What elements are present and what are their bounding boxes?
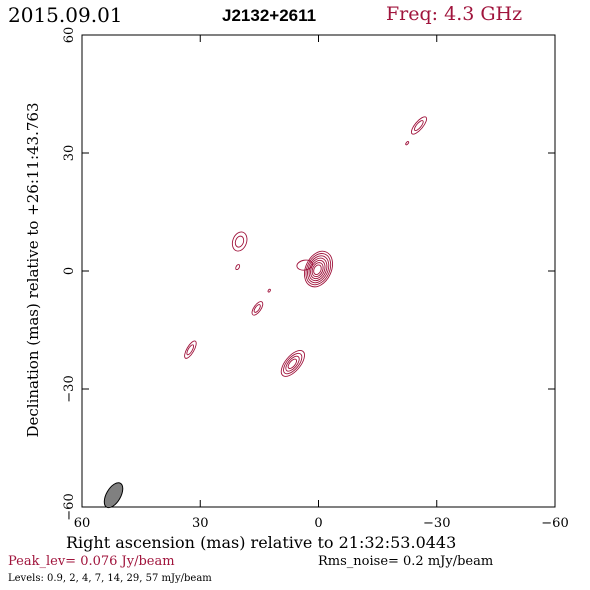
x-tick-label: −60 — [541, 516, 568, 531]
axis-tick-labels: 60 30 0 −30 −60 −60 −30 0 30 60 — [62, 27, 569, 531]
component-knot — [235, 264, 241, 271]
x-tick-label: 0 — [314, 516, 322, 531]
contour-line — [405, 141, 410, 146]
observation-date: 2015.09.01 — [8, 3, 123, 27]
contour-line — [234, 235, 245, 248]
contours — [184, 116, 428, 377]
contour-line — [308, 257, 328, 282]
contour-line — [251, 301, 264, 316]
component-core-extension — [296, 259, 313, 271]
x-tick-label: −30 — [423, 516, 450, 531]
component-knot — [231, 231, 248, 252]
y-tick-label: 0 — [62, 267, 77, 275]
contour-line — [307, 255, 330, 284]
contour-line — [304, 250, 333, 288]
component-knot — [267, 288, 271, 293]
peak-level: Peak_lev= 0.076 Jy/beam — [8, 554, 175, 569]
contour-line — [283, 352, 303, 375]
x-tick-label: 60 — [74, 516, 91, 531]
axis-ticks — [81, 34, 556, 508]
component-knot — [405, 141, 410, 146]
beam-group — [103, 482, 124, 509]
y-tick-label: −60 — [62, 493, 77, 520]
contour-line — [186, 344, 195, 356]
component-knot — [410, 116, 428, 135]
contour-line — [311, 262, 324, 278]
plot-frame — [81, 34, 556, 508]
contour-line — [184, 340, 197, 359]
frequency-label: Freq: 4.3 GHz — [386, 3, 523, 25]
source-name: J2132+2611 — [222, 6, 317, 25]
contour-line — [414, 120, 424, 132]
contour-line — [287, 358, 298, 369]
contour-line — [235, 264, 241, 271]
contour-line — [253, 304, 261, 313]
contour-levels: Levels: 0.9, 2, 4, 7, 14, 29, 57 mJy/bea… — [8, 573, 212, 584]
contour-line — [305, 253, 332, 286]
x-tick-label: 30 — [192, 516, 209, 531]
y-tick-label: 60 — [62, 27, 77, 44]
contour-line — [231, 231, 248, 252]
component-knot — [251, 301, 264, 316]
x-axis-label: Right ascension (mas) relative to 21:32:… — [66, 533, 457, 552]
component-knot — [280, 350, 305, 377]
contour-line — [280, 350, 305, 377]
contour-line — [410, 116, 428, 135]
contour-line — [267, 288, 271, 293]
rms-noise: Rms_noise= 0.2 mJy/beam — [318, 554, 494, 569]
y-tick-label: −30 — [62, 375, 77, 402]
contour-line — [296, 259, 313, 271]
y-tick-label: 30 — [62, 145, 77, 162]
component-knot — [184, 340, 197, 359]
contour-line — [313, 264, 322, 276]
beam-ellipse — [103, 482, 124, 509]
contour-line — [285, 355, 300, 372]
component-core — [304, 250, 333, 288]
